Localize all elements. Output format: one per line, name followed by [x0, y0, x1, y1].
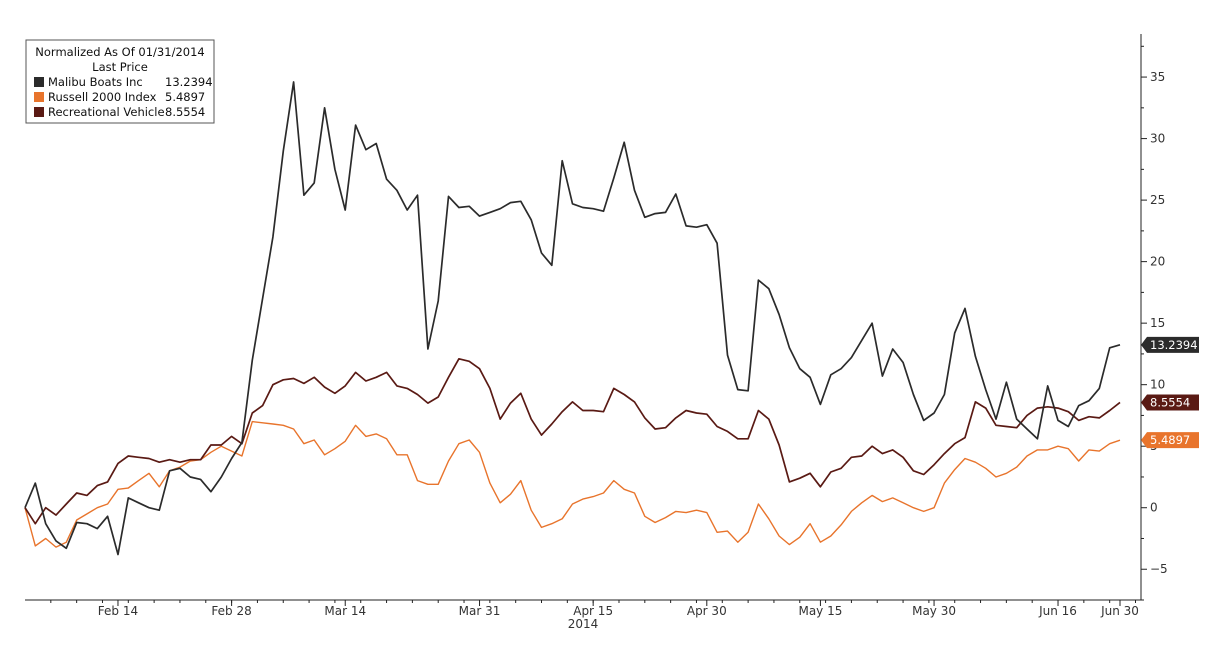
x-tick-label: Mar 14: [324, 604, 366, 618]
series-line-russell-2000-index: [24, 420, 1121, 548]
y-tick-label: 20: [1150, 255, 1165, 269]
x-tick-label: Feb 14: [98, 604, 138, 618]
last-value-tag: [1141, 432, 1199, 449]
y-ticks: −505101520253035: [1141, 45, 1168, 601]
x-tick-label: May 15: [798, 604, 842, 618]
y-tick-label: 10: [1150, 378, 1165, 392]
legend-value-malibu: 13.2394: [165, 75, 213, 89]
x-tick-label: Mar 31: [459, 604, 501, 618]
y-tick-label: −5: [1150, 562, 1168, 576]
legend-swatch-recreational: [34, 107, 44, 117]
last-value-tags: 13.2394 5.4897 8.5554: [1141, 336, 1199, 449]
last-value-tag-label: 8.5554: [1150, 395, 1190, 409]
legend-entry-recreational: Recreational Vehicle: [48, 105, 165, 119]
y-tick-label: 15: [1150, 316, 1165, 330]
y-tick-label: 25: [1150, 193, 1165, 207]
y-tick-label: 35: [1150, 70, 1165, 84]
legend-subtitle: Last Price: [92, 60, 148, 74]
last-value-tag-label: 5.4897: [1150, 433, 1190, 447]
x-tick-label: Jun 16: [1038, 604, 1077, 618]
legend-value-russell: 5.4897: [165, 90, 205, 104]
legend-box: [25, 39, 215, 124]
x-tick-label: Jun 30: [1100, 604, 1139, 618]
legend-title: Normalized As Of 01/31/2014: [35, 45, 204, 59]
legend-entry-malibu: Malibu Boats Inc: [48, 75, 143, 89]
last-value-tag: [1141, 336, 1199, 353]
legend-value-recreational: 8.5554: [165, 105, 205, 119]
series-layer: [24, 81, 1121, 556]
legend-swatch-malibu: [34, 77, 44, 87]
x-axis-label: 2014: [568, 617, 599, 631]
y-tick-label: 0: [1150, 501, 1158, 515]
last-value-tag-label: 13.2394: [1150, 338, 1198, 352]
x-ticks: Feb 14 Feb 28 Mar 14 Mar 31 Apr 15 Apr 30 May …: [50, 600, 1139, 618]
series-line-malibu-boats-inc: [24, 81, 1121, 556]
x-tick-label: Feb 28: [211, 604, 251, 618]
y-tick-label: 30: [1150, 132, 1165, 146]
legend-entry-russell: Russell 2000 Index: [48, 90, 157, 104]
x-tick-label: Apr 15: [573, 604, 613, 618]
series-line-recreational-vehicle: [24, 357, 1121, 525]
x-tick-label: May 30: [912, 604, 956, 618]
legend: Normalized As Of 01/31/2014 Last Price M…: [25, 39, 215, 124]
last-value-tag: [1141, 394, 1199, 411]
legend-swatch-russell: [34, 92, 44, 102]
x-tick-label: Apr 30: [687, 604, 727, 618]
